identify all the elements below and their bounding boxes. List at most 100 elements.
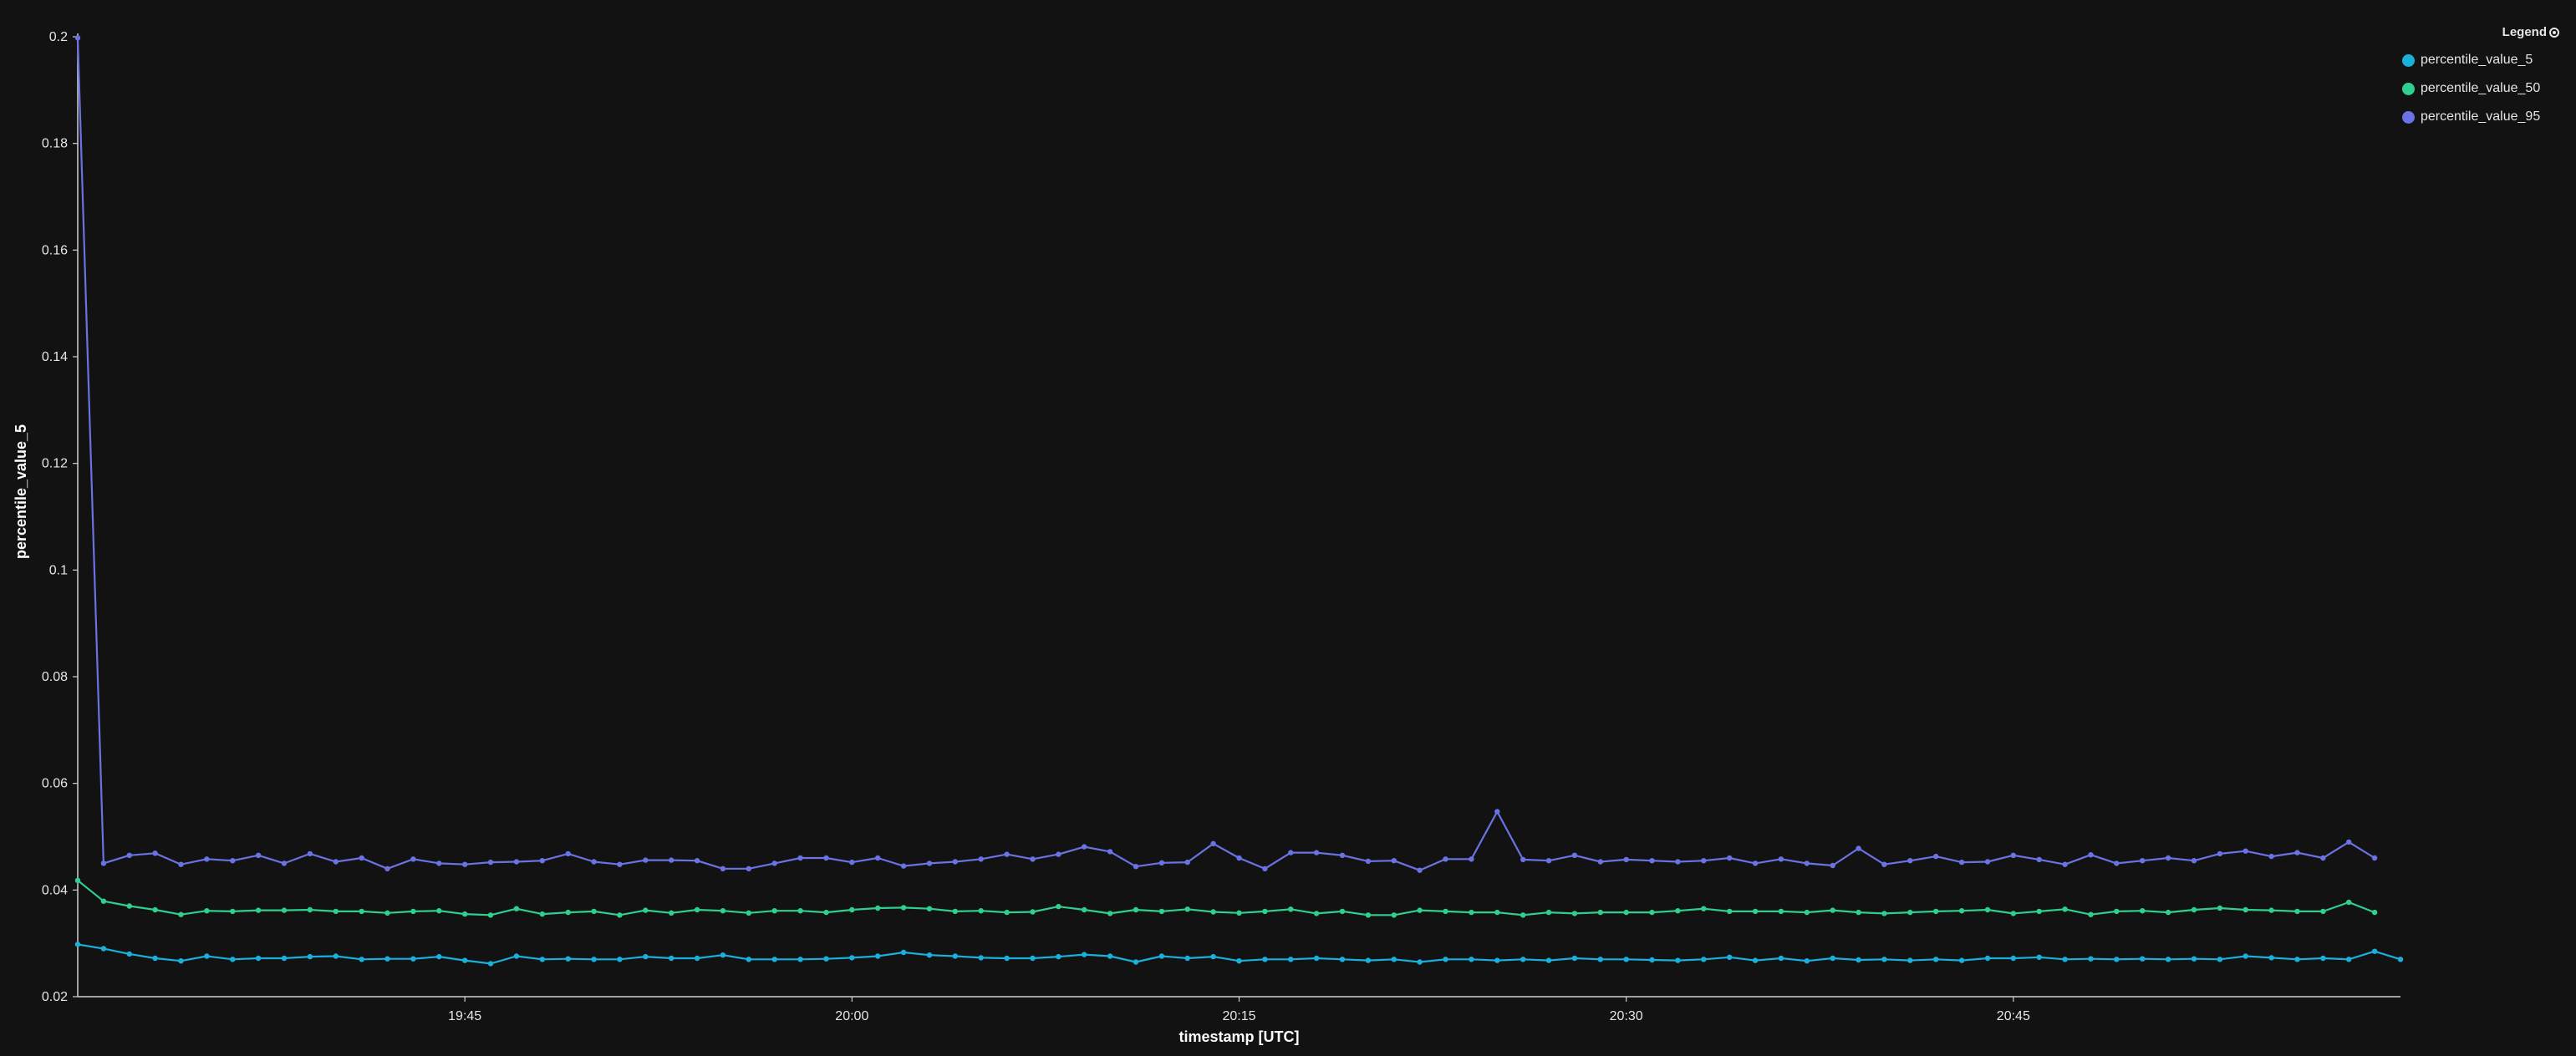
data-point[interactable] xyxy=(539,911,545,917)
data-point[interactable] xyxy=(255,955,262,962)
data-point[interactable] xyxy=(178,861,184,867)
data-point[interactable] xyxy=(978,908,984,914)
data-point[interactable] xyxy=(1417,907,1423,913)
data-point[interactable] xyxy=(978,856,984,862)
data-point[interactable] xyxy=(617,861,623,867)
series-line[interactable] xyxy=(77,879,2375,916)
data-point[interactable] xyxy=(126,852,132,858)
data-point[interactable] xyxy=(2320,955,2326,962)
data-point[interactable] xyxy=(1778,856,1784,862)
data-point[interactable] xyxy=(1623,909,1629,916)
data-point[interactable] xyxy=(1210,840,1216,846)
data-point[interactable] xyxy=(539,957,545,962)
data-point[interactable] xyxy=(1545,858,1552,864)
data-point[interactable] xyxy=(307,953,313,960)
data-point[interactable] xyxy=(1545,909,1552,916)
data-point[interactable] xyxy=(2346,957,2352,962)
data-point[interactable] xyxy=(255,907,262,913)
data-point[interactable] xyxy=(1649,957,1655,963)
data-point[interactable] xyxy=(1984,906,1991,913)
data-point[interactable] xyxy=(1133,959,1139,965)
data-point[interactable] xyxy=(1856,957,1861,963)
data-point[interactable] xyxy=(1107,953,1113,959)
data-point[interactable] xyxy=(384,910,390,916)
data-point[interactable] xyxy=(1210,909,1216,915)
data-point[interactable] xyxy=(1675,908,1681,914)
data-point[interactable] xyxy=(230,858,236,864)
data-point[interactable] xyxy=(100,861,107,866)
data-point[interactable] xyxy=(1907,957,1913,963)
data-point[interactable] xyxy=(2010,852,2016,858)
data-point[interactable] xyxy=(100,946,107,952)
data-point[interactable] xyxy=(1210,953,1216,960)
data-point[interactable] xyxy=(2371,909,2378,916)
data-point[interactable] xyxy=(2268,853,2274,860)
data-point[interactable] xyxy=(1288,957,1294,962)
data-point[interactable] xyxy=(2165,957,2171,962)
data-point[interactable] xyxy=(2010,911,2016,916)
data-point[interactable] xyxy=(152,955,158,962)
data-point[interactable] xyxy=(2371,948,2378,954)
data-point[interactable] xyxy=(2243,848,2248,854)
data-point[interactable] xyxy=(1184,859,1190,866)
data-point[interactable] xyxy=(1778,955,1784,962)
data-point[interactable] xyxy=(152,906,158,913)
data-point[interactable] xyxy=(2217,905,2223,911)
data-point[interactable] xyxy=(694,955,700,962)
data-point[interactable] xyxy=(1727,954,1733,961)
data-point[interactable] xyxy=(1701,858,1707,864)
data-point[interactable] xyxy=(1365,957,1372,963)
data-point[interactable] xyxy=(2371,855,2378,861)
data-point[interactable] xyxy=(2088,956,2094,962)
data-point[interactable] xyxy=(2191,956,2197,962)
data-point[interactable] xyxy=(2346,899,2352,906)
data-point[interactable] xyxy=(204,953,210,959)
data-point[interactable] xyxy=(307,850,313,857)
data-point[interactable] xyxy=(1933,957,1939,962)
data-point[interactable] xyxy=(462,957,468,963)
data-point[interactable] xyxy=(669,955,675,962)
data-point[interactable] xyxy=(1133,864,1139,870)
data-point[interactable] xyxy=(1417,867,1423,873)
data-point[interactable] xyxy=(1082,906,1087,913)
data-point[interactable] xyxy=(1830,862,1835,869)
data-point[interactable] xyxy=(281,955,288,962)
data-point[interactable] xyxy=(204,856,210,862)
data-point[interactable] xyxy=(2088,852,2094,858)
data-point[interactable] xyxy=(823,855,829,861)
data-point[interactable] xyxy=(1443,957,1448,962)
data-point[interactable] xyxy=(1107,911,1113,916)
data-point[interactable] xyxy=(1056,953,1061,960)
data-point[interactable] xyxy=(384,866,390,872)
data-point[interactable] xyxy=(875,855,881,861)
data-point[interactable] xyxy=(1313,911,1320,916)
data-point[interactable] xyxy=(74,877,81,884)
data-point[interactable] xyxy=(359,957,364,962)
data-point[interactable] xyxy=(462,911,468,917)
data-point[interactable] xyxy=(2010,955,2016,962)
data-point[interactable] xyxy=(1004,851,1010,857)
data-point[interactable] xyxy=(720,952,726,958)
data-point[interactable] xyxy=(2294,850,2300,855)
data-point[interactable] xyxy=(2268,955,2274,961)
data-point[interactable] xyxy=(1443,856,1448,862)
data-point[interactable] xyxy=(2062,957,2068,962)
data-point[interactable] xyxy=(1571,911,1578,916)
data-point[interactable] xyxy=(1545,957,1552,963)
data-point[interactable] xyxy=(126,951,132,957)
data-point[interactable] xyxy=(359,908,364,915)
data-point[interactable] xyxy=(2036,954,2042,961)
data-point[interactable] xyxy=(2217,957,2223,962)
data-point[interactable] xyxy=(926,861,933,866)
data-point[interactable] xyxy=(1752,957,1759,963)
data-point[interactable] xyxy=(1339,908,1346,915)
data-point[interactable] xyxy=(1701,906,1707,911)
data-point[interactable] xyxy=(1158,860,1165,866)
data-point[interactable] xyxy=(771,861,777,866)
data-point[interactable] xyxy=(694,906,700,913)
data-point[interactable] xyxy=(333,859,339,865)
data-point[interactable] xyxy=(2165,855,2171,861)
data-point[interactable] xyxy=(669,910,675,916)
data-point[interactable] xyxy=(1623,856,1629,863)
data-point[interactable] xyxy=(617,957,623,962)
